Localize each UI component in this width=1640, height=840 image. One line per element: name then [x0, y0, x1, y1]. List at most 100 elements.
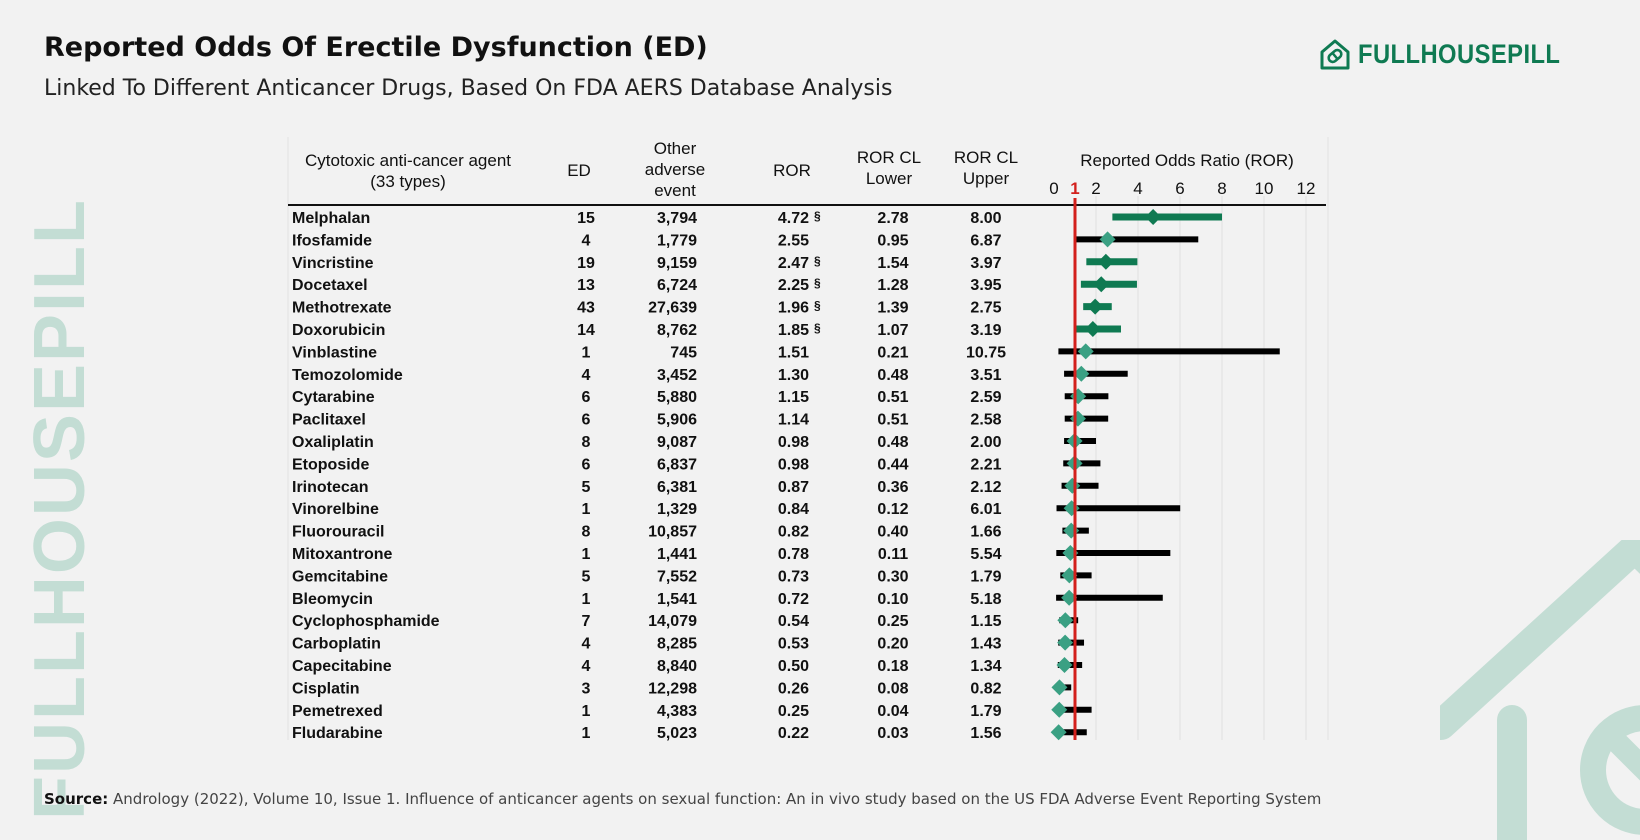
cell-ror-lower: 0.51: [877, 412, 908, 429]
cell-ror: 0.54: [778, 613, 809, 630]
cell-ror-upper: 1.43: [970, 636, 1001, 653]
header-ror: ROR: [773, 161, 811, 180]
brand-name: FULLHOUSEPILL: [1358, 38, 1561, 69]
cell-ror: 1.30: [778, 367, 809, 384]
cell-ror-upper: 1.66: [970, 524, 1001, 541]
cell-ror-lower: 0.44: [877, 456, 908, 473]
source-note: Source: Andrology (2022), Volume 10, Iss…: [44, 790, 1321, 808]
ror-diamond-point: [1097, 253, 1114, 270]
cell-ror-lower: 0.12: [877, 501, 908, 518]
ror-diamond-point: [1057, 612, 1074, 629]
cell-ror-lower: 0.21: [877, 344, 908, 361]
ror-diamond-point: [1061, 567, 1078, 584]
cell-other-events: 1,779: [657, 232, 697, 249]
cell-ror-lower: 2.78: [877, 210, 908, 227]
cell-ror-upper: 1.79: [970, 568, 1001, 585]
cell-ed: 8: [582, 524, 591, 541]
cell-ed: 19: [577, 255, 595, 272]
cell-drug: Melphalan: [292, 210, 370, 227]
cell-ed: 8: [582, 434, 591, 451]
cell-ed: 4: [582, 367, 591, 384]
cell-ror-lower: 0.08: [877, 680, 908, 697]
cell-other-events: 1,541: [657, 591, 697, 608]
cell-ror-upper: 1.15: [970, 613, 1001, 630]
cell-other-events: 8,840: [657, 658, 697, 675]
cell-ror-upper: 8.00: [970, 210, 1001, 227]
cell-ror: 1.85: [778, 322, 809, 339]
axis-tick-label: 2: [1091, 179, 1100, 198]
cell-ror-upper: 3.95: [970, 277, 1001, 294]
cell-drug: Doxorubicin: [292, 322, 385, 339]
cell-ror-upper: 2.12: [970, 479, 1001, 496]
ror-diamond-point: [1093, 276, 1110, 293]
cell-ror-lower: 0.25: [877, 613, 908, 630]
cell-ed: 1: [582, 546, 591, 563]
cell-ror: 1.14: [778, 412, 809, 429]
ror-diamond-point: [1145, 209, 1162, 225]
axis-tick-label: 12: [1297, 179, 1316, 198]
cell-other-events: 3,452: [657, 367, 697, 384]
cell-ror-lower: 0.95: [877, 232, 908, 249]
axis-tick-label: 4: [1133, 179, 1142, 198]
cell-ror-upper: 0.82: [970, 680, 1001, 697]
cell-ror-lower: 0.48: [877, 434, 908, 451]
cell-ror-lower: 0.20: [877, 636, 908, 653]
cell-drug: Fludarabine: [292, 725, 383, 742]
cell-ror-lower: 0.48: [877, 367, 908, 384]
cell-ror-upper: 1.56: [970, 725, 1001, 742]
ror-diamond-point: [1099, 231, 1116, 248]
cell-ror: 0.87: [778, 479, 809, 496]
cell-ed: 5: [582, 479, 591, 496]
cell-ed: 1: [582, 501, 591, 518]
cell-ror: 0.50: [778, 658, 809, 675]
cell-ed: 15: [577, 210, 595, 227]
cell-drug: Fluorouracil: [292, 524, 384, 541]
cell-other-events: 1,441: [657, 546, 697, 563]
cell-other-events: 14,079: [648, 613, 697, 630]
cell-other-events: 5,023: [657, 725, 697, 742]
cell-ed: 5: [582, 568, 591, 585]
page-subtitle: Linked To Different Anticancer Drugs, Ba…: [44, 76, 893, 101]
cell-drug: Temozolomide: [292, 367, 403, 384]
cell-significance-mark: §: [814, 299, 821, 313]
cell-drug: Vinorelbine: [292, 501, 379, 518]
ror-diamond-point: [1073, 365, 1090, 382]
cell-ed: 4: [582, 658, 591, 675]
cell-ror-lower: 1.54: [877, 255, 908, 272]
ror-diamond-point: [1050, 724, 1067, 741]
cell-ed: 1: [582, 725, 591, 742]
decorative-house-icon: [1440, 540, 1640, 840]
cell-drug: Bleomycin: [292, 591, 373, 608]
header-lower-line1: ROR CL: [857, 148, 921, 167]
ror-diamond-point: [1070, 388, 1087, 405]
cell-ror: 0.78: [778, 546, 809, 563]
ror-diamond-point: [1063, 500, 1080, 517]
cell-drug: Capecitabine: [292, 658, 392, 675]
cell-ror-lower: 0.51: [877, 389, 908, 406]
cell-ed: 3: [582, 680, 591, 697]
cell-ror-upper: 2.58: [970, 412, 1001, 429]
ror-diamond-point: [1057, 634, 1074, 651]
cell-drug: Vinblastine: [292, 344, 377, 361]
cell-ror-lower: 0.03: [877, 725, 908, 742]
cell-ror: 0.25: [778, 703, 809, 720]
cell-drug: Cytarabine: [292, 389, 375, 406]
axis-tick-label: 8: [1217, 179, 1226, 198]
header-other-line2: adverse: [645, 160, 705, 179]
header-agent-line1: Cytotoxic anti-cancer agent: [305, 151, 511, 170]
cell-other-events: 27,639: [648, 300, 697, 317]
cell-other-events: 12,298: [648, 680, 697, 697]
ror-diamond-point: [1064, 477, 1081, 494]
reference-tick-label: 1: [1070, 179, 1079, 198]
cell-ror-upper: 1.79: [970, 703, 1001, 720]
cell-ed: 43: [577, 300, 595, 317]
header-other-line1: Other: [654, 139, 697, 158]
axis-tick-label: 6: [1175, 179, 1184, 198]
ror-diamond-point: [1077, 343, 1094, 360]
cell-ror-upper: 6.01: [970, 501, 1001, 518]
cell-ror-lower: 0.11: [878, 546, 908, 563]
cell-drug: Ifosfamide: [292, 232, 372, 249]
header-plot-title: Reported Odds Ratio (ROR): [1080, 151, 1294, 170]
cell-significance-mark: §: [814, 209, 821, 223]
cell-drug: Methotrexate: [292, 300, 392, 317]
